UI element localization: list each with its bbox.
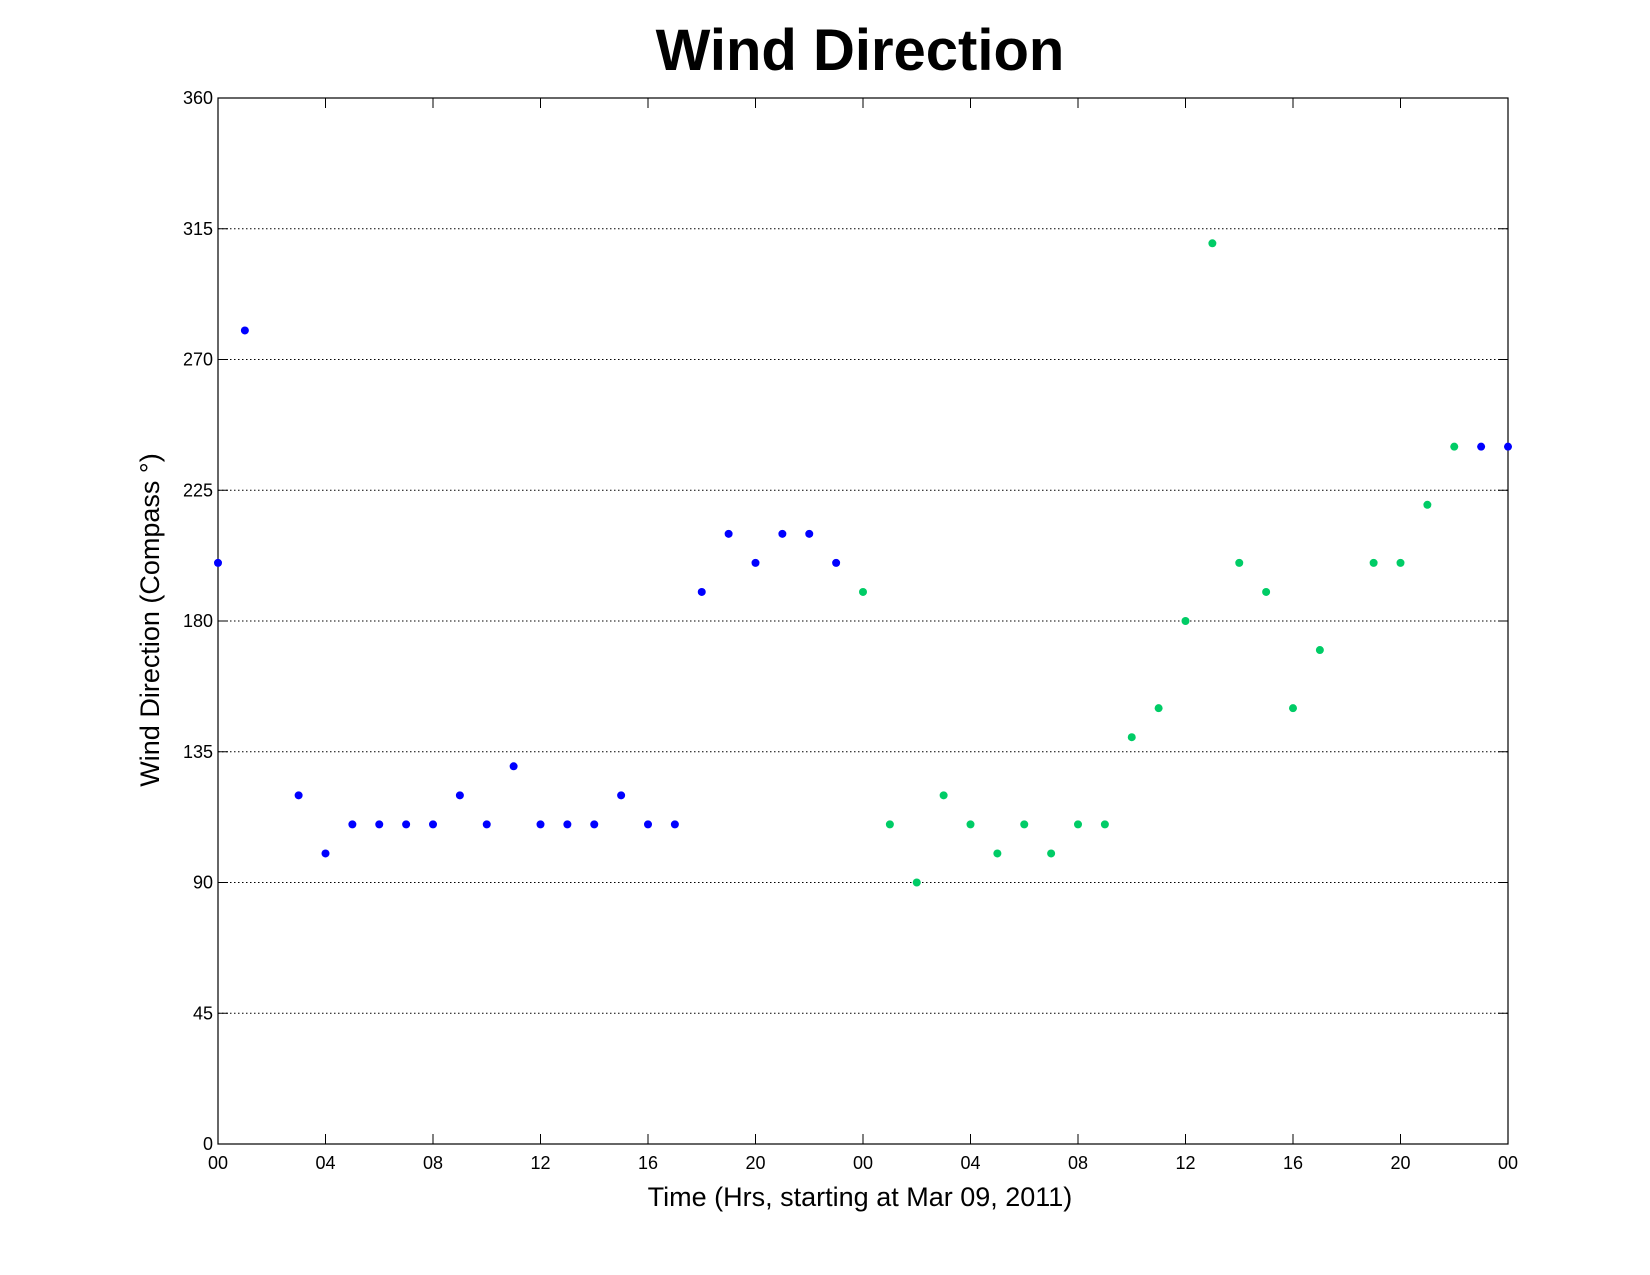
data-point [912, 878, 921, 887]
data-point [1423, 500, 1432, 509]
x-tick-label: 04 [315, 1153, 335, 1173]
y-tick-label: 225 [183, 480, 213, 500]
data-point [832, 558, 841, 567]
data-point [1477, 442, 1486, 451]
data-point [321, 849, 330, 858]
x-tick-label: 12 [530, 1153, 550, 1173]
data-point [402, 820, 411, 829]
data-point [482, 820, 491, 829]
data-point [993, 849, 1002, 858]
data-point [1020, 820, 1029, 829]
data-point [1235, 558, 1244, 567]
x-tick-label: 16 [638, 1153, 658, 1173]
data-point [805, 529, 814, 538]
data-point [1450, 442, 1459, 451]
x-tick-label: 04 [960, 1153, 980, 1173]
data-point [563, 820, 572, 829]
y-tick-label: 135 [183, 742, 213, 762]
data-point [240, 326, 249, 335]
data-point [509, 762, 518, 771]
axis-ticks [217, 97, 1509, 1145]
x-tick-label: 08 [1068, 1153, 1088, 1173]
y-tick-label: 180 [183, 611, 213, 631]
plot-area [217, 97, 1509, 1145]
y-tick-label: 0 [203, 1134, 213, 1154]
y-tick-label: 270 [183, 350, 213, 370]
data-point [670, 820, 679, 829]
data-point [617, 791, 626, 800]
data-point [1127, 733, 1136, 742]
grid-lines [218, 228, 1508, 1014]
x-tick-label: 20 [1390, 1153, 1410, 1173]
data-point [375, 820, 384, 829]
y-tick-label: 45 [193, 1003, 213, 1023]
data-point [1504, 442, 1512, 451]
x-tick-label: 00 [853, 1153, 873, 1173]
x-axis-label: Time (Hrs, starting at Mar 09, 2011) [648, 1182, 1073, 1212]
x-tick-label: 20 [745, 1153, 765, 1173]
data-point [966, 820, 975, 829]
x-tick-label: 00 [1498, 1153, 1518, 1173]
data-point [294, 791, 303, 800]
data-point [1262, 587, 1271, 596]
y-tick-label: 360 [183, 88, 213, 108]
data-point [1100, 820, 1109, 829]
data-point [214, 558, 222, 567]
data-point [1369, 558, 1378, 567]
data-point [751, 558, 760, 567]
data-point [859, 587, 867, 596]
data-point [1181, 617, 1190, 625]
data-point [1396, 558, 1405, 567]
x-tick-label: 08 [423, 1153, 443, 1173]
data-point [1154, 704, 1163, 713]
data-point [1047, 849, 1056, 858]
data-points [214, 239, 1512, 887]
y-axis-label: Wind Direction (Compass °) [135, 453, 165, 786]
x-tick-label: 16 [1283, 1153, 1303, 1173]
data-point [429, 820, 437, 829]
data-point [885, 820, 894, 829]
data-point [939, 791, 948, 800]
data-point [1315, 646, 1324, 655]
data-point [590, 820, 599, 829]
data-point [455, 791, 464, 800]
x-tick-labels: 00 04 08 12 16 20 00 04 08 12 16 20 00 [208, 1153, 1518, 1173]
x-tick-label: 12 [1175, 1153, 1195, 1173]
chart-title: Wind Direction [656, 18, 1065, 83]
data-point [1074, 820, 1082, 829]
data-point [348, 820, 357, 829]
data-point [1289, 704, 1297, 713]
data-point [778, 529, 787, 538]
y-tick-labels: 0 45 90 135 180 225 270 315 360 [183, 88, 213, 1154]
y-tick-label: 315 [183, 219, 213, 239]
y-tick-label: 90 [193, 873, 213, 893]
data-point [1208, 239, 1217, 248]
data-point [536, 820, 545, 829]
x-tick-label: 00 [208, 1153, 228, 1173]
data-point [644, 820, 652, 829]
data-point [724, 529, 733, 538]
data-point [697, 587, 706, 596]
